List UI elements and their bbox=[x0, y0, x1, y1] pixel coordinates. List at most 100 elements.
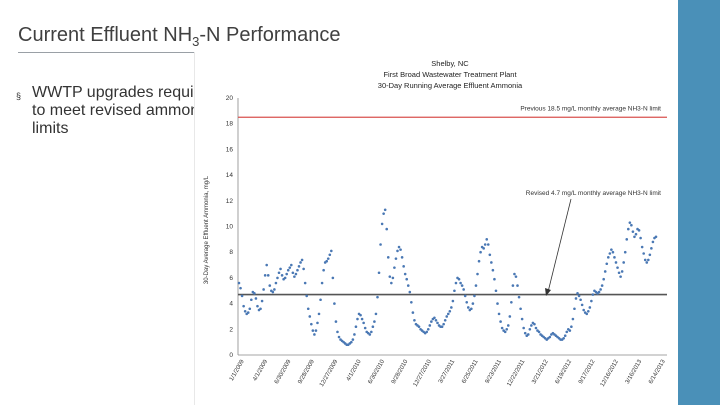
data-point bbox=[479, 250, 482, 254]
data-point bbox=[647, 258, 650, 262]
data-point bbox=[625, 238, 629, 241]
previous-limit-annotation: Previous 18.5 mg/L monthly average NH3-N… bbox=[520, 105, 661, 112]
data-point bbox=[562, 337, 565, 340]
data-point bbox=[325, 259, 329, 263]
data-point bbox=[336, 330, 339, 334]
data-point bbox=[413, 319, 416, 322]
data-point bbox=[582, 308, 585, 312]
accent-bar bbox=[678, 0, 720, 405]
y-tick-label: 4 bbox=[229, 301, 233, 308]
data-point bbox=[334, 320, 338, 323]
y-tick-label: 6 bbox=[229, 275, 233, 282]
data-point bbox=[393, 266, 396, 269]
x-tick-label: 6/30/2010 bbox=[368, 358, 387, 385]
data-point bbox=[627, 227, 630, 231]
data-point bbox=[237, 281, 241, 285]
title-main-text: Current Effluent NH bbox=[18, 24, 193, 46]
data-point bbox=[654, 235, 658, 239]
data-point bbox=[328, 253, 332, 257]
y-tick-label: 18 bbox=[226, 121, 234, 128]
data-point bbox=[266, 274, 270, 277]
data-point bbox=[642, 252, 645, 255]
chart-title-line-2: First Broad Wastewater Treatment Plant bbox=[383, 70, 517, 79]
data-point bbox=[482, 247, 485, 250]
data-point bbox=[580, 303, 584, 307]
data-point bbox=[410, 301, 413, 304]
data-point bbox=[608, 252, 612, 255]
data-point bbox=[600, 284, 604, 287]
revised-limit-arrowhead bbox=[545, 288, 551, 296]
data-point bbox=[256, 304, 259, 308]
data-point bbox=[403, 272, 407, 276]
data-point bbox=[290, 263, 293, 267]
chart-title-line-1: Shelby, NC bbox=[431, 59, 469, 68]
data-point bbox=[265, 263, 268, 267]
data-point bbox=[362, 321, 365, 325]
data-point bbox=[260, 299, 264, 303]
data-point bbox=[563, 334, 567, 338]
data-point bbox=[374, 312, 378, 316]
data-point bbox=[462, 288, 465, 291]
data-point bbox=[443, 319, 447, 322]
data-point bbox=[303, 281, 307, 285]
data-point bbox=[263, 274, 267, 277]
data-point bbox=[273, 288, 276, 291]
x-tick-label: 12/22/2011 bbox=[506, 358, 526, 387]
x-tick-label: 12/27/2009 bbox=[319, 358, 340, 388]
y-tick-label: 20 bbox=[226, 95, 234, 102]
bullet-item: § WWTP upgrades required to meet revised… bbox=[16, 84, 226, 138]
data-point bbox=[565, 330, 569, 334]
data-point bbox=[617, 271, 621, 275]
x-tick-label: 9/23/2011 bbox=[485, 358, 504, 384]
data-point bbox=[445, 315, 449, 318]
data-point bbox=[316, 321, 319, 325]
data-point bbox=[466, 306, 470, 309]
data-point bbox=[645, 261, 649, 264]
data-point bbox=[297, 265, 301, 268]
data-point bbox=[483, 243, 487, 246]
data-point bbox=[506, 324, 510, 327]
data-point bbox=[599, 288, 602, 291]
data-point bbox=[294, 272, 298, 276]
data-point bbox=[499, 320, 502, 323]
data-point bbox=[576, 292, 579, 295]
data-point bbox=[394, 257, 398, 260]
data-point bbox=[463, 294, 467, 298]
data-point bbox=[459, 281, 462, 285]
data-point bbox=[620, 270, 624, 273]
data-point bbox=[280, 274, 284, 277]
data-point bbox=[248, 307, 252, 311]
data-point bbox=[514, 275, 518, 278]
y-tick-label: 16 bbox=[226, 146, 234, 153]
data-point bbox=[508, 315, 512, 318]
data-point bbox=[382, 212, 385, 215]
data-point bbox=[526, 333, 530, 336]
data-point bbox=[614, 261, 618, 264]
data-point bbox=[490, 261, 493, 264]
y-tick-label: 14 bbox=[226, 172, 234, 179]
data-point bbox=[651, 240, 655, 244]
data-point bbox=[250, 298, 253, 302]
data-point bbox=[570, 325, 573, 329]
data-point bbox=[277, 271, 281, 275]
data-point bbox=[390, 281, 393, 285]
data-point bbox=[360, 317, 364, 321]
data-point bbox=[616, 266, 619, 269]
x-tick-label: 6/14/2013 bbox=[648, 358, 667, 385]
data-point bbox=[571, 317, 575, 321]
data-point bbox=[590, 299, 593, 303]
data-point bbox=[291, 271, 295, 275]
data-point bbox=[530, 324, 533, 327]
data-point bbox=[406, 284, 410, 287]
data-point bbox=[239, 286, 242, 290]
y-tick-label: 10 bbox=[226, 224, 234, 231]
data-point bbox=[308, 315, 312, 318]
data-point bbox=[603, 270, 607, 273]
data-point bbox=[503, 330, 507, 334]
x-tick-label: 1/1/2009 bbox=[229, 358, 246, 382]
data-point bbox=[494, 289, 498, 293]
data-point bbox=[253, 292, 256, 295]
data-point bbox=[276, 276, 279, 280]
data-point bbox=[283, 276, 287, 280]
data-point bbox=[465, 301, 469, 304]
